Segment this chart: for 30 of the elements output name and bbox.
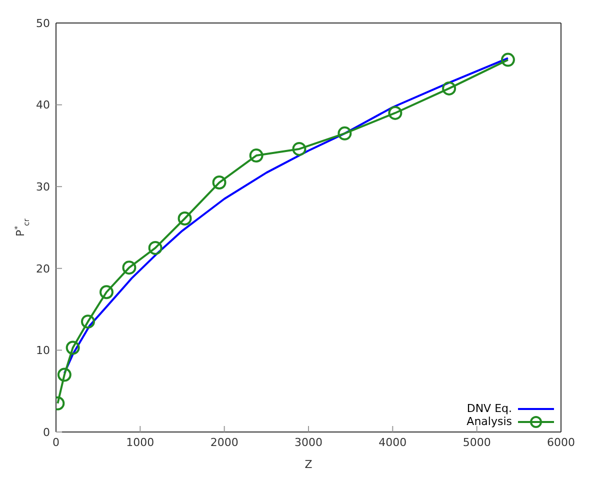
legend-label: Analysis: [466, 415, 512, 428]
y-tick-label: 0: [43, 426, 50, 439]
x-tick-label: 3000: [294, 436, 322, 449]
x-tick-label: 0: [52, 436, 60, 449]
x-tick-label: 1000: [126, 436, 154, 449]
y-tick-label: 40: [36, 98, 50, 112]
point: [500, 52, 515, 67]
x-axis-title: Z: [304, 458, 313, 471]
y-tick-label: 50: [36, 16, 50, 30]
y-tick-label: 10: [36, 344, 50, 358]
point: [100, 285, 114, 300]
point: [66, 340, 80, 355]
x-tick-label: 5000: [462, 436, 491, 449]
point: [57, 368, 72, 382]
point: [212, 176, 226, 190]
point: [338, 126, 352, 140]
x-tick-label: 2000: [210, 436, 238, 449]
point: [292, 142, 306, 156]
point: [148, 240, 162, 255]
y-tick-label: 20: [36, 262, 50, 276]
y-tick-label: 30: [36, 180, 50, 194]
legend-label: DNV Eq.: [466, 402, 512, 415]
point: [178, 212, 192, 226]
point: [388, 106, 402, 120]
point: [442, 81, 456, 96]
point: [249, 148, 264, 163]
point: [122, 260, 136, 275]
point: [80, 314, 95, 329]
x-tick-label: 6000: [547, 436, 575, 449]
x-tick-label: 4000: [378, 436, 407, 449]
